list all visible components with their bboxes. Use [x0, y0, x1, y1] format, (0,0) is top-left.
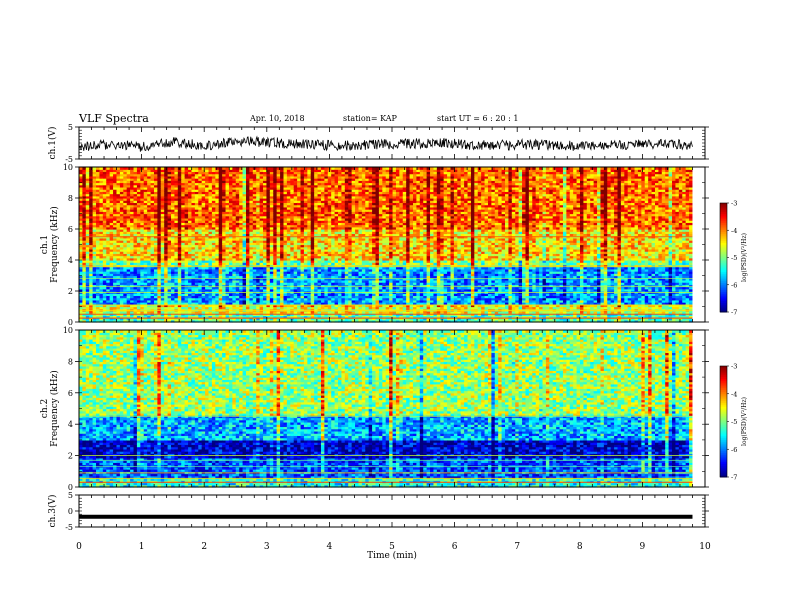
x-tick-label: 10: [699, 542, 711, 552]
colorbar-tick-label: -3: [731, 200, 737, 208]
x-ticks: [78, 127, 706, 159]
ch1-spectrogram-y-ticks: 0 2 4 6 8 10: [63, 163, 709, 327]
ch3-y-ticks: 5 0 -5: [65, 491, 709, 532]
y-tick-label: 2: [68, 287, 73, 296]
colorbar-tick-label: -5: [731, 254, 737, 262]
ch1-waveform-ylabel: ch.1(V): [47, 127, 58, 160]
ch2-colorbar: -3 -4 -5 -6 -7 log(PSD)(V²/Hz): [719, 363, 748, 482]
x-tick-label: 5: [389, 542, 395, 552]
y-tick-label: 0: [68, 507, 73, 516]
x-ticks: [78, 167, 706, 322]
start-time-label: start UT = 6 : 20 : 1: [437, 114, 518, 123]
y-tick-label: 0: [68, 318, 73, 327]
ch2-spectrogram-ylabel: ch.2 Frequency (kHz): [40, 370, 60, 447]
y-tick-label: 10: [63, 163, 73, 172]
y-tick-label: 8: [68, 194, 73, 203]
colorbar-tick-label: -6: [731, 281, 737, 289]
y-tick-label: 10: [63, 326, 73, 335]
x-tick-label: 6: [452, 542, 458, 552]
colorbar-label: log(PSD)(V²/Hz): [741, 397, 748, 446]
ch1-spectrogram-heatmap: [79, 167, 694, 323]
x-tick-label: 7: [514, 542, 520, 552]
observation-date: Apr. 10, 2018: [250, 114, 305, 123]
ch2-spectrogram-narrowband-lines: [79, 416, 693, 483]
colorbar-tick-label: -3: [731, 363, 737, 371]
station-label: station= KAP: [343, 114, 397, 123]
x-tick-label: 1: [139, 542, 145, 552]
x-tick-label: 9: [640, 542, 646, 552]
x-tick-label: 0: [76, 542, 82, 552]
chart-title: VLF Spectra: [79, 112, 149, 125]
colorbar-tick-label: -7: [731, 474, 737, 482]
ch2-spectrogram-y-ticks: 0 2 4 6 8 10: [63, 326, 709, 492]
y-tick-label: 0: [68, 483, 73, 492]
colorbar-label: log(PSD)(V²/Hz): [741, 233, 748, 282]
ch1-waveform-line: [78, 135, 693, 152]
colorbar-tick-label: -4: [731, 227, 737, 235]
colorbar-tick-label: -5: [731, 418, 737, 426]
ch3-waveform-ylabel: ch.3(V): [47, 495, 58, 528]
y-tick-label: -5: [65, 523, 73, 532]
x-axis-label: Time (min): [367, 550, 417, 561]
y-tick-label: 6: [68, 389, 73, 398]
x-ticks: [78, 495, 706, 527]
ch1-colorbar: -3 -4 -5 -6 -7 log(PSD)(V²/Hz): [719, 200, 748, 317]
y-tick-label: 5: [68, 123, 73, 132]
colorbar-tick-label: -4: [731, 390, 737, 398]
y-tick-label: 5: [68, 491, 73, 500]
x-tick-label: 2: [201, 542, 207, 552]
x-tick-label: 4: [327, 542, 333, 552]
svg-text:ch.1(V): ch.1(V): [47, 127, 58, 160]
ch2-spectrogram-heatmap: [79, 330, 694, 488]
y-tick-label: 2: [68, 452, 73, 461]
y-tick-label: 8: [68, 357, 73, 366]
x-tick-label: 3: [264, 542, 270, 552]
colorbar-tick-label: -6: [731, 446, 737, 454]
y-tick-label: 4: [68, 420, 73, 429]
ch1-spectrogram-ylabel: ch.1 Frequency (kHz): [40, 206, 60, 283]
y-tick-label: -5: [65, 155, 73, 164]
x-ticks: [78, 330, 706, 487]
y-tick-label: 6: [68, 225, 73, 234]
colorbar-tick-label: -7: [731, 309, 737, 317]
x-axis-tick-labels: 0 1 2 3 4 5 6 7 8 9 10: [76, 542, 711, 552]
ch1-spectrogram-narrowband-lines: [79, 236, 693, 319]
x-tick-label: 8: [577, 542, 583, 552]
y-tick-label: 4: [68, 256, 73, 265]
